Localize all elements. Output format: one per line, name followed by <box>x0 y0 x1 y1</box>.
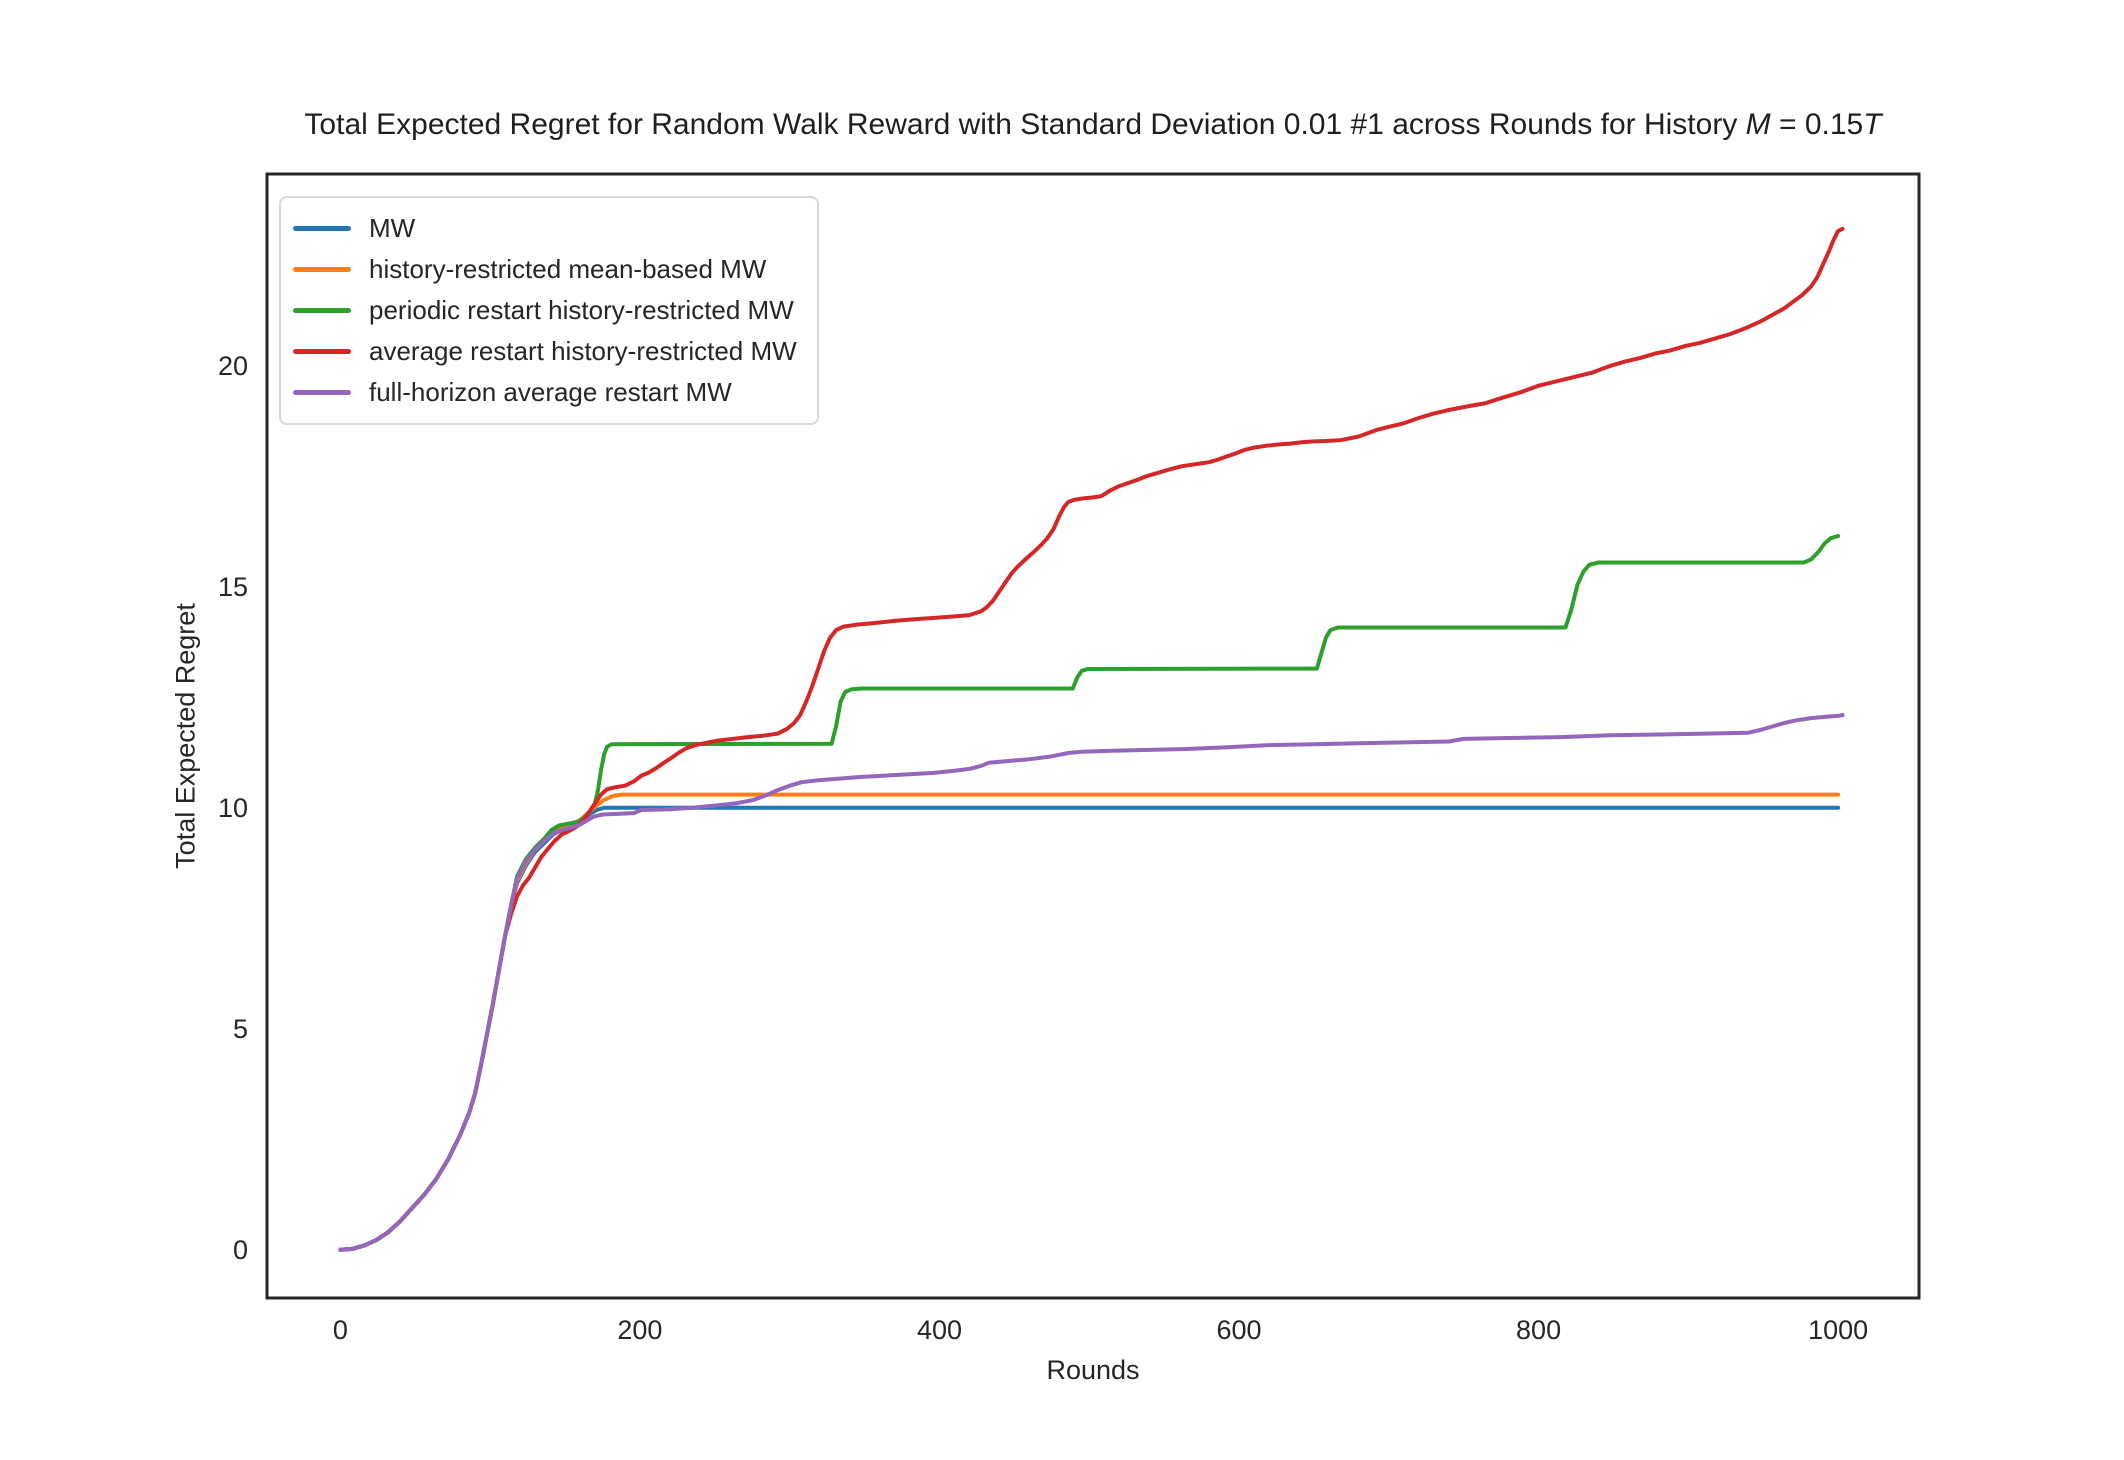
legend-item-full-horizon-average-restart-mw: full-horizon average restart MW <box>293 372 797 413</box>
plot-frame <box>265 172 1921 1300</box>
y-axis-label: Total Expected Regret <box>170 603 201 869</box>
x-tick-label-600: 600 <box>1216 1315 1262 1345</box>
chart-title-equals: = 0.15 <box>1770 108 1864 141</box>
legend-item-mw: MW <box>293 208 797 249</box>
series-line-average-restart-history-restricted-mw <box>338 226 1845 1252</box>
legend-item-average-restart-history-restricted-mw: average restart history-restricted MW <box>293 331 797 372</box>
y-tick-label-5: 5 <box>232 1013 248 1044</box>
x-tick-label-200: 200 <box>617 1315 663 1345</box>
legend-item-history-restricted-mean-based-mw: history-restricted mean-based MW <box>293 249 797 290</box>
legend: MW history-restricted mean-based MW peri… <box>279 196 819 425</box>
legend-line-sample-history-restricted-mean-based-mw <box>293 267 351 272</box>
legend-label-periodic-restart-history-restricted-mw: periodic restart history-restricted MW <box>369 295 794 325</box>
y-tick-label-10: 10 <box>217 792 248 823</box>
x-tick-label-0: 0 <box>332 1315 348 1345</box>
x-tick-label-800: 800 <box>1516 1315 1562 1345</box>
legend-label-mw: MW <box>369 213 416 243</box>
legend-line-sample-average-restart-history-restricted-mw <box>293 349 351 354</box>
chart-title-text: Total Expected Regret for Random Walk Re… <box>304 108 1746 141</box>
y-tick-label-20: 20 <box>217 350 248 381</box>
legend-line-sample-full-horizon-average-restart-mw <box>293 390 351 395</box>
x-tick-label-400: 400 <box>916 1315 962 1345</box>
series-line-mw <box>338 805 1841 1252</box>
legend-line-sample-periodic-restart-history-restricted-mw <box>293 308 351 313</box>
x-tick-label-1000: 1000 <box>1808 1315 1869 1345</box>
chart-title: Total Expected Regret for Random Walk Re… <box>267 108 1919 142</box>
chart-title-var-t: T <box>1863 108 1882 141</box>
legend-line-sample-mw <box>293 226 351 231</box>
legend-item-periodic-restart-history-restricted-mw: periodic restart history-restricted MW <box>293 290 797 331</box>
y-tick-label-15: 15 <box>217 571 248 602</box>
series-line-full-horizon-average-restart-mw <box>338 713 1845 1252</box>
legend-label-full-horizon-average-restart-mw: full-horizon average restart MW <box>369 377 732 407</box>
legend-label-history-restricted-mean-based-mw: history-restricted mean-based MW <box>369 254 767 284</box>
chart-title-var-m: M <box>1745 108 1771 141</box>
x-axis-label: Rounds <box>1046 1355 1140 1385</box>
series-line-periodic-restart-history-restricted-mw <box>338 534 1841 1252</box>
series-line-history-restricted-mean-based-mw <box>338 792 1841 1252</box>
legend-label-average-restart-history-restricted-mw: average restart history-restricted MW <box>369 336 797 366</box>
y-tick-label-0: 0 <box>232 1234 248 1265</box>
